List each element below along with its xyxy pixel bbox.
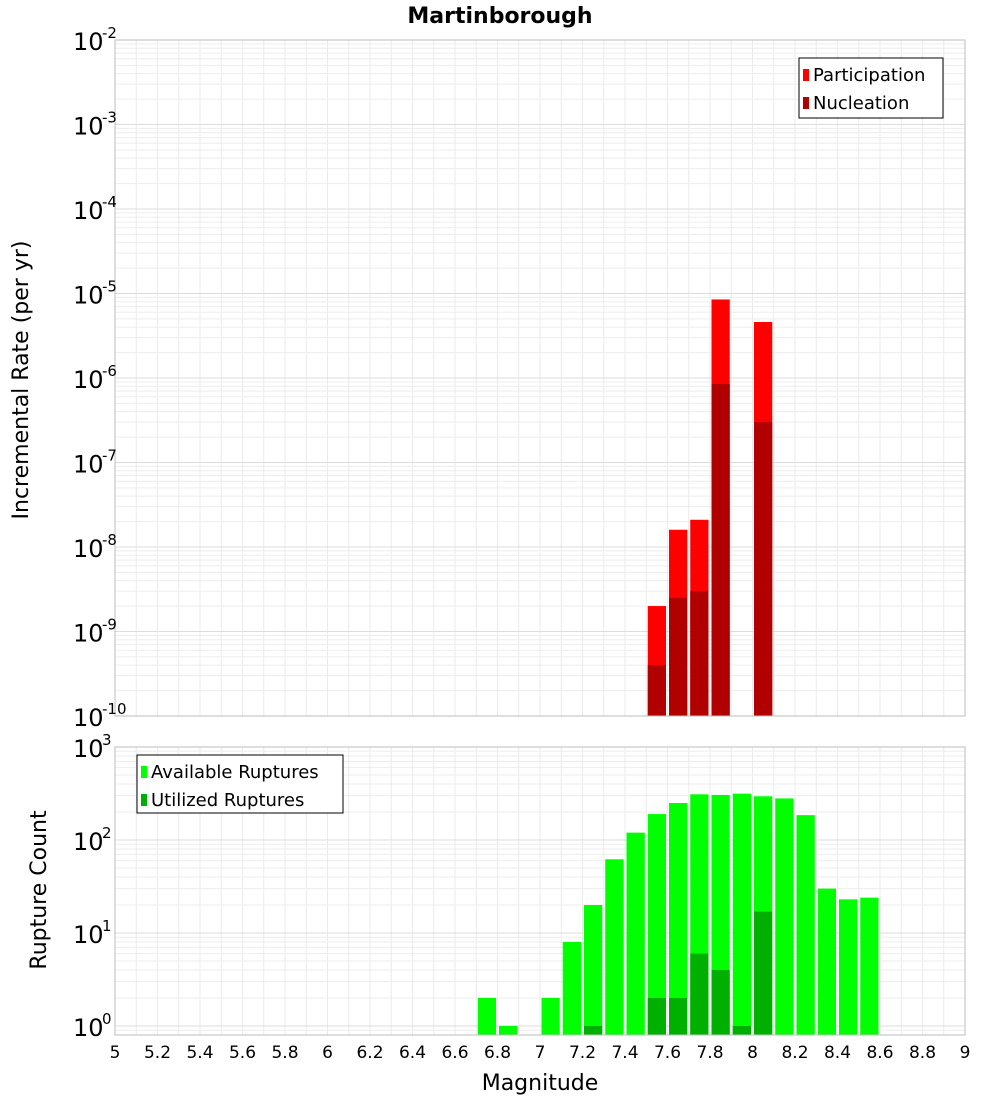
y-tick-exponent: 1 <box>102 917 112 935</box>
bar-nucleation <box>711 383 730 716</box>
y-tick-exponent: -2 <box>102 24 117 42</box>
legend-swatch <box>141 766 147 778</box>
plot-border <box>114 746 966 1036</box>
bar-available-ruptures <box>860 897 879 1035</box>
y-tick-label: 10 <box>73 282 104 310</box>
bar-available-ruptures <box>605 859 624 1035</box>
bar-utilized-ruptures <box>732 1025 751 1035</box>
legend-swatch <box>803 97 809 109</box>
x-tick-label: 6 <box>322 1043 333 1063</box>
x-tick-label: 5.6 <box>229 1043 256 1063</box>
x-tick-label: 7.6 <box>654 1043 681 1063</box>
bar-nucleation <box>647 665 666 716</box>
bar-utilized-ruptures <box>584 1025 603 1035</box>
x-tick-label: 8.6 <box>866 1043 893 1063</box>
y-tick-label: 10 <box>73 535 104 563</box>
x-tick-label: 6.4 <box>399 1043 426 1063</box>
legend-entry: Nucleation <box>813 93 909 114</box>
legend-entry: Participation <box>813 65 925 86</box>
legend: Available Ruptures Utilized Ruptures <box>136 754 344 814</box>
legend-swatch <box>141 794 147 806</box>
x-tick-label: 8.2 <box>781 1043 808 1063</box>
legend-swatch <box>803 69 809 81</box>
x-axis-label: Magnitude <box>482 1071 599 1096</box>
legend-box <box>136 754 344 814</box>
y-tick-label: 10 <box>73 197 104 225</box>
y-tick-exponent: -5 <box>102 278 117 296</box>
x-tick-label: 9 <box>960 1043 971 1063</box>
x-tick-label: 7.4 <box>611 1043 638 1063</box>
x-tick-label: 8.4 <box>824 1043 851 1063</box>
bar-available-ruptures <box>775 798 794 1035</box>
bar-available-ruptures <box>541 997 560 1035</box>
bar-nucleation <box>690 591 709 716</box>
x-tick-label: 7 <box>535 1043 546 1063</box>
y-tick-exponent: -8 <box>102 531 117 549</box>
bar-available-ruptures <box>626 832 645 1035</box>
bar-nucleation <box>754 422 773 716</box>
y-tick-exponent: -10 <box>102 700 127 718</box>
bar-available-ruptures <box>477 997 496 1035</box>
bar-utilized-ruptures <box>711 969 730 1035</box>
y-tick-label: 10 <box>73 28 104 56</box>
y-tick-exponent: 0 <box>102 1010 112 1028</box>
bar-utilized-ruptures <box>647 997 666 1035</box>
bar-available-ruptures <box>796 815 815 1035</box>
y-tick-exponent: -6 <box>102 362 117 380</box>
bar-utilized-ruptures <box>669 997 688 1035</box>
x-tick-label: 7.8 <box>696 1043 723 1063</box>
x-tick-label: 5.8 <box>271 1043 298 1063</box>
y-tick-exponent: -4 <box>102 193 117 211</box>
x-tick-label: 8.8 <box>909 1043 936 1063</box>
y-tick-label: 10 <box>73 828 104 856</box>
top-plot: 10-1010-910-810-710-610-510-410-310-2Par… <box>73 24 966 732</box>
x-tick-label: 6.8 <box>484 1043 511 1063</box>
y-tick-label: 10 <box>73 366 104 394</box>
y-tick-label: 10 <box>73 1014 104 1042</box>
y-tick-label: 10 <box>73 704 104 732</box>
bar-available-ruptures <box>839 899 858 1035</box>
x-tick-label: 5 <box>110 1043 121 1063</box>
bar-available-ruptures <box>669 802 688 1035</box>
x-tick-label: 5.4 <box>186 1043 213 1063</box>
y-tick-exponent: 2 <box>102 824 112 842</box>
bar-available-ruptures <box>732 793 751 1035</box>
legend: Participation Nucleation <box>798 57 944 119</box>
x-tick-label: 6.2 <box>356 1043 383 1063</box>
bar-available-ruptures <box>499 1025 518 1035</box>
x-tick-label: 6.6 <box>441 1043 468 1063</box>
y-tick-label: 10 <box>73 620 104 648</box>
bar-nucleation <box>669 597 688 716</box>
legend-entry: Available Ruptures <box>151 762 319 783</box>
bar-utilized-ruptures <box>690 953 709 1035</box>
x-tick-label: 8 <box>747 1043 758 1063</box>
bar-available-ruptures <box>817 888 836 1035</box>
y-tick-label: 10 <box>73 921 104 949</box>
bar-utilized-ruptures <box>754 911 773 1035</box>
x-tick-label: 7.2 <box>569 1043 596 1063</box>
y-tick-label: 10 <box>73 451 104 479</box>
y-tick-exponent: -3 <box>102 109 117 127</box>
bottom-y-axis-label: Rupture Count <box>27 810 52 970</box>
bar-available-ruptures <box>647 814 666 1035</box>
y-tick-exponent: -7 <box>102 447 117 465</box>
legend-box <box>798 57 944 119</box>
y-tick-label: 10 <box>73 735 104 763</box>
top-y-axis-label: Incremental Rate (per yr) <box>9 241 34 520</box>
legend-entry: Utilized Ruptures <box>151 790 304 811</box>
y-tick-exponent: -9 <box>102 616 117 634</box>
plot-border <box>114 39 966 717</box>
y-tick-exponent: 3 <box>102 731 112 749</box>
bar-available-ruptures <box>562 942 581 1035</box>
y-tick-label: 10 <box>73 113 104 141</box>
x-tick-label: 5.2 <box>144 1043 171 1063</box>
bar-available-ruptures <box>584 904 603 1035</box>
chart-title: Martinborough <box>407 4 592 29</box>
